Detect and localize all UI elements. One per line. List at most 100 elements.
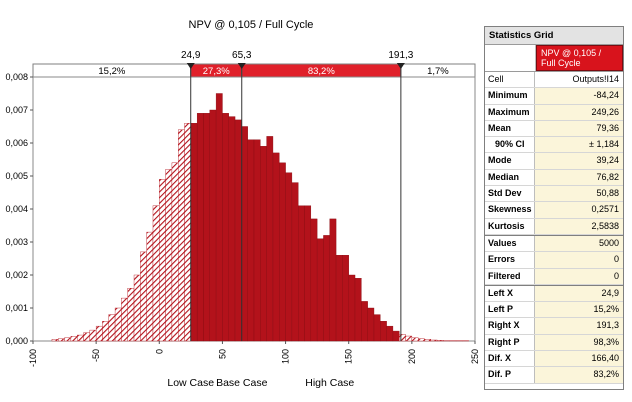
grid-row-value: 79,36 bbox=[535, 120, 623, 137]
histogram-bar bbox=[316, 238, 324, 342]
grid-row-label: Median bbox=[485, 169, 535, 186]
grid-row-value: ± 1,184 bbox=[535, 137, 623, 153]
delimiter-triangle[interactable] bbox=[396, 63, 405, 69]
histogram-bar bbox=[361, 301, 368, 342]
x-tick-label: 250 bbox=[470, 349, 480, 364]
histogram-bar bbox=[399, 334, 406, 342]
grid-row-label: Mean bbox=[485, 120, 535, 137]
grid-row-value: 39,24 bbox=[535, 153, 623, 169]
delimiter-markers[interactable]: 24,9 65,3 191,3 Low Case Base Case High Case bbox=[167, 50, 413, 389]
statistics-grid-header: NPV @ 0,105 / Full Cycle bbox=[485, 45, 623, 72]
histogram-bar bbox=[108, 314, 116, 342]
grid-row: Dif. P 83,2% bbox=[485, 367, 623, 384]
grid-row-label: Left X bbox=[485, 285, 535, 302]
histogram-bar bbox=[70, 336, 78, 342]
histogram-bar bbox=[95, 325, 103, 342]
histogram-bar bbox=[234, 119, 242, 342]
delimiter-triangle[interactable] bbox=[186, 63, 195, 69]
grid-row: Values 5000 bbox=[485, 234, 623, 253]
histogram-bar bbox=[178, 129, 185, 342]
series-name-cell: NPV @ 0,105 / Full Cycle bbox=[536, 45, 623, 71]
grid-row: Mean 79,36 bbox=[485, 120, 623, 138]
histogram-bar bbox=[184, 122, 192, 342]
histogram-bar bbox=[102, 321, 109, 342]
x-tick-label: -50 bbox=[91, 349, 101, 362]
axes: 0,000 0,001 0,002 0,003 0,004 0,005 0,006 0,007… bbox=[5, 72, 480, 367]
cell-value: Outputs!I14 bbox=[535, 72, 623, 88]
histogram-bar bbox=[215, 93, 223, 342]
grid-row-label: Filtered bbox=[485, 268, 535, 284]
grid-row: Minimum -84,24 bbox=[485, 88, 623, 105]
grid-row-label: Dif. P bbox=[485, 367, 535, 383]
x-tick-label: -100 bbox=[28, 349, 38, 367]
histogram-bar bbox=[266, 136, 274, 342]
grid-row-label: Errors bbox=[485, 252, 535, 268]
histogram-bar bbox=[424, 339, 432, 342]
grid-row: Filtered 0 bbox=[485, 268, 623, 285]
grid-row-value: 191,3 bbox=[535, 318, 623, 334]
delimiter-triangle[interactable] bbox=[237, 63, 246, 69]
delimiter-value-label: 65,3 bbox=[232, 50, 252, 61]
histogram-bar bbox=[247, 139, 255, 342]
grid-row: 90% CI ± 1,184 bbox=[485, 137, 623, 154]
y-tick-label: 0,006 bbox=[5, 138, 28, 148]
histogram-bar bbox=[310, 218, 318, 342]
histogram-bar bbox=[165, 169, 173, 342]
histogram-bar bbox=[241, 126, 248, 342]
grid-row-value: 249,26 bbox=[535, 104, 623, 120]
case-label: Low Case bbox=[167, 377, 214, 389]
histogram-bar bbox=[89, 329, 97, 342]
histogram-bar bbox=[228, 116, 236, 342]
grid-row-value: 98,3% bbox=[535, 334, 623, 351]
histogram-bar bbox=[127, 288, 135, 342]
grid-row-label: Values bbox=[485, 235, 535, 252]
grid-row-value: 0 bbox=[535, 268, 623, 284]
grid-row: Skewness 0,2571 bbox=[485, 202, 623, 219]
histogram-bar bbox=[348, 274, 356, 342]
x-tick-label: 0 bbox=[154, 349, 164, 354]
histogram-bar bbox=[323, 235, 330, 342]
histogram-bar bbox=[209, 109, 217, 342]
grid-row: Mode 39,24 bbox=[485, 153, 623, 170]
grid-row: Left P 15,2% bbox=[485, 302, 623, 319]
y-tick-label: 0,001 bbox=[5, 303, 28, 313]
histogram-bar bbox=[253, 139, 261, 342]
grid-row-label: Right P bbox=[485, 334, 535, 351]
histogram-bar bbox=[222, 113, 229, 342]
y-tick-label: 0,003 bbox=[5, 237, 28, 247]
histogram-bars bbox=[51, 93, 469, 342]
grid-row-label: Mode bbox=[485, 153, 535, 169]
histogram-bar bbox=[58, 338, 65, 342]
probability-band[interactable]: 15,2% 27,3% 83,2% 1,7% bbox=[32, 63, 476, 78]
grid-row-cell: Cell Outputs!I14 bbox=[485, 72, 623, 89]
histogram-bar bbox=[298, 205, 305, 342]
histogram-bar bbox=[146, 231, 154, 342]
histogram-bar bbox=[417, 338, 425, 342]
grid-row: Right X 191,3 bbox=[485, 318, 623, 335]
delimiter-value-label: 191,3 bbox=[388, 50, 413, 61]
header-blank-cell bbox=[485, 45, 536, 71]
histogram-bar bbox=[114, 307, 122, 342]
grid-row-value: 15,2% bbox=[535, 302, 623, 318]
y-tick-label: 0,000 bbox=[5, 336, 28, 346]
band-label: 1,7% bbox=[427, 66, 449, 77]
grid-row-label: Minimum bbox=[485, 88, 535, 104]
histogram-bar bbox=[436, 340, 444, 342]
grid-row: Kurtosis 2,5838 bbox=[485, 218, 623, 235]
grid-row-value: 24,9 bbox=[535, 285, 623, 302]
grid-row: Right P 98,3% bbox=[485, 334, 623, 352]
grid-row: Left X 24,9 bbox=[485, 284, 623, 303]
grid-row-label: Skewness bbox=[485, 202, 535, 218]
statistics-grid-title: Statistics Grid bbox=[485, 27, 623, 45]
histogram-bar bbox=[203, 113, 211, 342]
case-label: High Case bbox=[305, 377, 354, 389]
band-label: 15,2% bbox=[98, 66, 125, 77]
grid-row-value: 2,5838 bbox=[535, 218, 623, 234]
band-label: 83,2% bbox=[308, 66, 335, 77]
y-tick-label: 0,004 bbox=[5, 204, 28, 214]
grid-row-value: 76,82 bbox=[535, 169, 623, 186]
statistics-grid: Statistics Grid NPV @ 0,105 / Full Cycle… bbox=[484, 26, 624, 390]
histogram-bar bbox=[285, 172, 293, 342]
grid-row-value: 5000 bbox=[535, 235, 623, 252]
case-label: Base Case bbox=[216, 377, 268, 389]
